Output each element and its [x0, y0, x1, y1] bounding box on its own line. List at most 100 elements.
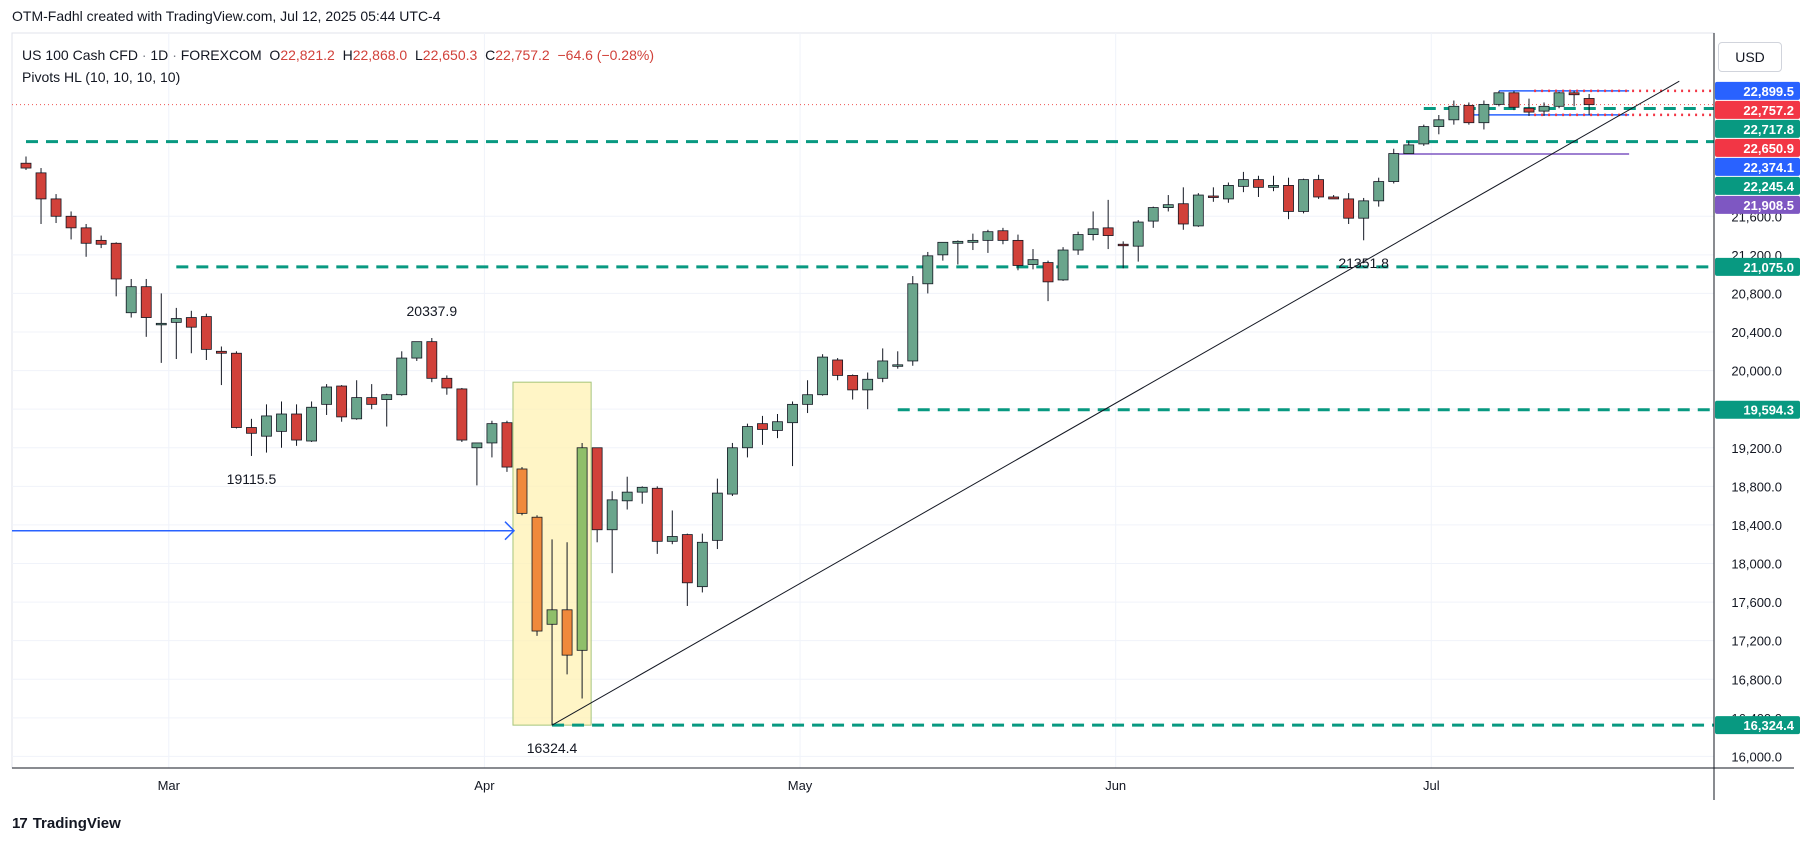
grid [11, 32, 1715, 769]
candle-body [1177, 203, 1189, 225]
candle-body [1207, 195, 1219, 198]
candle-body [1553, 92, 1565, 107]
candle-body [456, 388, 468, 441]
candle-body [862, 378, 874, 391]
price-label-box [1715, 119, 1800, 138]
plot-frame [11, 32, 1715, 769]
symbol-line: US 100 Cash CFD · 1D · FOREXCOM O22,821.… [22, 47, 654, 63]
candle-body [1268, 185, 1279, 188]
price-label-box [1715, 138, 1800, 157]
symbol-name[interactable]: US 100 Cash CFD [22, 47, 138, 63]
price-label-text: 16,324.4 [1743, 718, 1794, 733]
candle-body [1463, 104, 1475, 124]
candle-body [1328, 196, 1340, 200]
candle-body [636, 486, 648, 493]
candle-body [967, 239, 979, 243]
candle-body [1568, 92, 1580, 96]
arrow-head [504, 521, 516, 541]
candle-body [35, 172, 47, 200]
candle-body [155, 322, 167, 326]
y-tick-label: 16,000.0 [1731, 749, 1782, 764]
candle-body [621, 491, 633, 502]
pivot-label: 16324.4 [527, 740, 578, 756]
candle-body [1433, 119, 1445, 127]
candle-body [817, 356, 828, 396]
candle-body [1192, 194, 1204, 227]
open-label: O [269, 47, 281, 63]
candle-body [727, 447, 738, 495]
candle-body [711, 492, 723, 541]
candle-body [546, 609, 558, 625]
y-tick-label: 17,600.0 [1731, 595, 1782, 610]
candle-body [952, 240, 964, 244]
price-label-text: 22,757.2 [1743, 103, 1794, 118]
change-value: −64.6 (−0.28%) [557, 47, 654, 63]
candle-body [80, 227, 92, 244]
candle-body [125, 286, 137, 314]
exchange: FOREXCOM [180, 47, 262, 63]
candle-body [306, 406, 317, 442]
candle-body [381, 394, 393, 400]
currency-button[interactable]: USD [1718, 42, 1782, 72]
x-tick-label: Apr [474, 778, 495, 793]
candle-body [200, 316, 212, 350]
candle-body [1057, 249, 1069, 281]
candle-body [95, 239, 107, 245]
candle-body [50, 198, 62, 217]
candle-body [215, 350, 227, 354]
candle-body [681, 534, 693, 584]
candle-body [366, 397, 378, 405]
candle-body [1538, 105, 1550, 112]
open-value: 22,821.2 [280, 47, 335, 63]
candle-body [1403, 144, 1415, 154]
candle-body [847, 375, 859, 391]
candle-body [907, 283, 919, 362]
candle-body [1027, 259, 1039, 265]
candle-body [441, 377, 453, 389]
candle-body [1343, 198, 1355, 219]
candle-body [1012, 239, 1024, 266]
candle-body [1493, 92, 1505, 105]
candle-body [937, 241, 949, 256]
price-label-text: 22,245.4 [1743, 179, 1794, 194]
y-tick-label: 17,200.0 [1731, 634, 1782, 649]
tradingview-logo[interactable]: 17 TradingView [12, 815, 121, 832]
price-label-text: 22,717.8 [1743, 122, 1794, 137]
candle-body [787, 403, 798, 424]
candle-body [1448, 105, 1460, 121]
candle-body [1298, 179, 1309, 212]
price-label-text: 22,374.1 [1743, 160, 1794, 175]
candle-body [516, 468, 528, 514]
candle-body [1388, 153, 1400, 182]
candle-body [231, 352, 242, 428]
candle-body [1418, 126, 1430, 145]
candle-body [396, 357, 408, 396]
price-label-box [1715, 157, 1800, 176]
candle-body [65, 215, 77, 229]
candle-body [742, 426, 753, 449]
chart-caption: OTM-Fadhl created with TradingView.com, … [12, 8, 441, 24]
price-label-box [1715, 100, 1800, 119]
candle-body [411, 341, 423, 359]
candle-body [877, 360, 889, 379]
candle-body [772, 421, 783, 431]
candle-body [1132, 221, 1144, 247]
candle-body [561, 609, 573, 656]
y-tick-label: 20,000.0 [1731, 364, 1782, 379]
candle-body [666, 536, 678, 542]
indicator-line[interactable]: Pivots HL (10, 10, 10, 10) [22, 69, 181, 85]
close-label: C [485, 47, 496, 63]
pivot-label: 19115.5 [227, 471, 277, 487]
candle-body [1238, 179, 1249, 187]
pivot-levels [12, 89, 1714, 727]
drawings: 20337.9 19115.5 16324.4 21351.8 [12, 80, 1680, 756]
candle-body [246, 427, 257, 434]
candle-body [1253, 179, 1264, 188]
y-tick-label: 19,200.0 [1731, 441, 1782, 456]
candle-body [892, 364, 904, 367]
price-label-box [1715, 176, 1800, 195]
interval[interactable]: 1D [150, 47, 169, 63]
price-label-text: 22,650.9 [1743, 141, 1794, 156]
candle-body [471, 442, 483, 449]
